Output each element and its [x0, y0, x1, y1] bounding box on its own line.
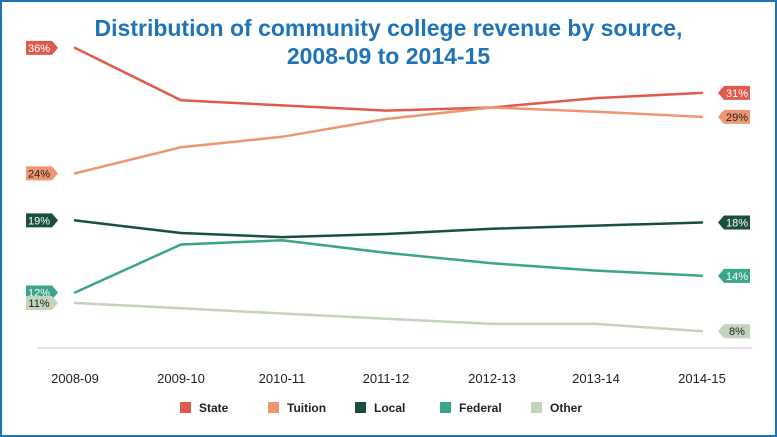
- start-badge-tuition: 24%: [26, 166, 58, 181]
- end-badge-state: 31%: [718, 85, 750, 100]
- end-label-other: 8%: [729, 326, 745, 338]
- legend-swatch-local: [355, 402, 366, 413]
- legend-swatch-federal: [440, 402, 451, 413]
- end-label-tuition: 29%: [726, 112, 748, 124]
- end-badge-federal: 14%: [718, 268, 750, 283]
- end-label-local: 18%: [726, 218, 748, 230]
- legend-label-state: State: [199, 401, 229, 415]
- series-line-tuition: [73, 106, 704, 175]
- start-badge-local: 19%: [26, 213, 58, 228]
- legend-swatch-other: [531, 402, 542, 413]
- chart-title-line-1: Distribution of community college revenu…: [94, 15, 683, 41]
- legend-item-state: State: [180, 401, 229, 415]
- x-tick-label-2014-15: 2014-15: [678, 371, 726, 386]
- x-tick-label-2010-11: 2010-11: [259, 371, 306, 386]
- end-badge-other: 8%: [718, 324, 750, 339]
- series-line-local: [73, 219, 704, 239]
- end-badge-shape-local: [718, 215, 750, 230]
- legend-item-tuition: Tuition: [268, 401, 326, 415]
- chart-title-line-2: 2008-09 to 2014-15: [286, 43, 491, 69]
- legend-item-local: Local: [355, 401, 405, 415]
- legend-label-federal: Federal: [459, 401, 502, 415]
- end-label-federal: 14%: [726, 271, 748, 283]
- x-tick-label-2009-10: 2009-10: [157, 371, 205, 386]
- x-tick-label-2012-13: 2012-13: [468, 371, 516, 386]
- end-badge-shape-tuition: [718, 109, 750, 124]
- start-label-local: 19%: [28, 215, 50, 227]
- start-badge-state: 36%: [26, 40, 58, 55]
- end-badge-local: 18%: [718, 215, 750, 230]
- legend-item-federal: Federal: [440, 401, 502, 415]
- end-badge-shape-federal: [718, 268, 750, 283]
- end-badge-shape-state: [718, 85, 750, 100]
- legend-swatch-tuition: [268, 402, 279, 413]
- x-tick-label-2011-12: 2011-12: [363, 371, 410, 386]
- legend: State Tuition Local Federal Other: [180, 401, 582, 415]
- start-label-tuition: 24%: [28, 168, 50, 180]
- legend-label-tuition: Tuition: [287, 401, 326, 415]
- start-badge-shape-state: [26, 40, 58, 55]
- x-tick-label-2013-14: 2013-14: [572, 371, 620, 386]
- x-tick-label-2008-09: 2008-09: [51, 371, 99, 386]
- start-label-other: 11%: [28, 298, 49, 310]
- end-label-state: 31%: [726, 88, 748, 100]
- legend-item-other: Other: [531, 401, 582, 415]
- x-tick-labels: 2008-09 2009-10 2010-11 2011-12 2012-13 2013-…: [51, 371, 726, 386]
- legend-swatch-state: [180, 402, 191, 413]
- start-badge-other: 11%: [26, 296, 58, 310]
- series-lines: [73, 46, 704, 333]
- series-badges: 36%31%24%29%19% 18%12%14%11%8%: [26, 40, 750, 339]
- legend-label-local: Local: [374, 401, 405, 415]
- start-label-state: 36%: [28, 43, 50, 55]
- series-line-federal: [73, 239, 704, 294]
- end-badge-shape-other: [718, 324, 750, 339]
- start-badge-shape-local: [26, 213, 58, 228]
- legend-label-other: Other: [550, 401, 582, 415]
- chart-title: Distribution of community college revenu…: [2, 14, 775, 70]
- start-badge-shape-tuition: [26, 166, 58, 181]
- series-line-state: [73, 46, 704, 112]
- start-badge-shape-other: [26, 296, 58, 310]
- end-badge-tuition: 29%: [718, 109, 750, 124]
- series-line-other: [73, 301, 704, 333]
